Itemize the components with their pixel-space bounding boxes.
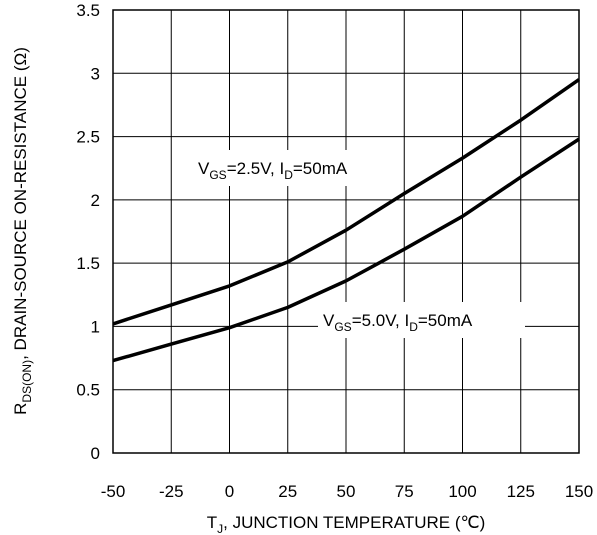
x-tick-label: 150 bbox=[565, 482, 593, 501]
x-tick-label: 75 bbox=[395, 482, 414, 501]
y-tick-label: 1 bbox=[91, 317, 100, 336]
y-tick-label: 2.5 bbox=[76, 128, 100, 147]
series-line-2 bbox=[112, 137, 580, 363]
series-label-2: VGS=5.0V, ID=50mA bbox=[323, 311, 473, 334]
y-axis-label: RDS(ON), DRAIN-SOURCE ON-RESISTANCE (Ω) bbox=[11, 47, 34, 415]
y-tick-label: 3.5 bbox=[76, 1, 100, 20]
x-tick-label: 100 bbox=[448, 482, 476, 501]
plot-frame bbox=[112, 9, 580, 454]
annotation-background-1 bbox=[193, 150, 391, 186]
x-tick-label: -25 bbox=[159, 482, 184, 501]
x-tick-label: 0 bbox=[225, 482, 234, 501]
x-tick-labels: -50 -25 0 25 50 75 100 125 150 bbox=[101, 482, 593, 501]
series-label-1: VGS=2.5V, ID=50mA bbox=[198, 159, 348, 182]
series-lines bbox=[112, 78, 580, 363]
grid bbox=[113, 10, 579, 453]
x-tick-label: 125 bbox=[507, 482, 535, 501]
y-tick-label: 3 bbox=[91, 64, 100, 83]
x-axis-label: TJ, JUNCTION TEMPERATURE (℃) bbox=[207, 513, 486, 535]
series-annotations: VGS=2.5V, ID=50mA VGS=5.0V, ID=50mA bbox=[193, 150, 525, 338]
x-tick-label: 25 bbox=[278, 482, 297, 501]
annotation-background-2 bbox=[318, 302, 525, 338]
y-tick-label: 0.5 bbox=[76, 381, 100, 400]
y-tick-label: 0 bbox=[91, 444, 100, 463]
x-tick-label: -50 bbox=[101, 482, 126, 501]
y-tick-labels: 0 0.5 1 1.5 2 2.5 3 3.5 bbox=[76, 1, 100, 463]
x-tick-label: 50 bbox=[337, 482, 356, 501]
series-line-1 bbox=[112, 78, 580, 326]
y-tick-label: 1.5 bbox=[76, 254, 100, 273]
y-tick-label: 2 bbox=[91, 191, 100, 210]
